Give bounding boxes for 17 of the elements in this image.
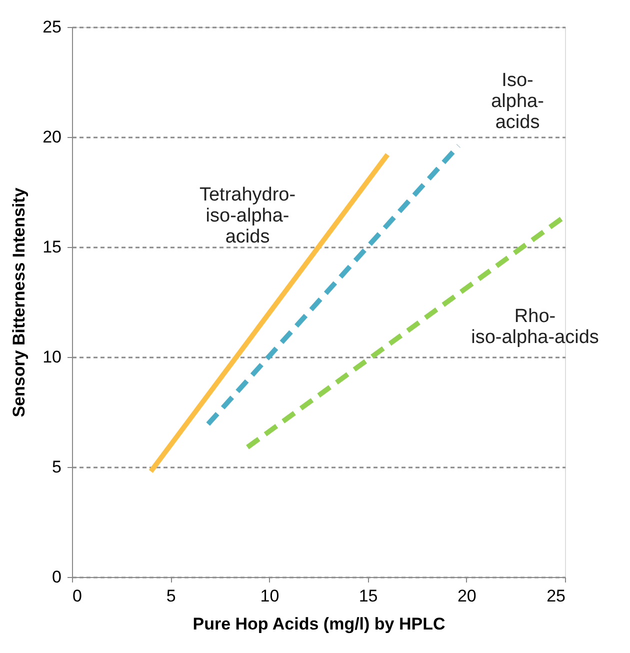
y-tick-label: 10 — [42, 348, 62, 366]
series-label: Tetrahydro- iso-alpha- acids — [199, 184, 296, 248]
y-tick-label: 25 — [42, 18, 62, 36]
x-tick-label: 25 — [546, 586, 566, 606]
x-tick-label: 15 — [358, 586, 378, 606]
x-tick-label: 20 — [457, 586, 476, 606]
series-label: Iso- alpha- acids — [491, 70, 544, 133]
y-tick-label: 15 — [42, 238, 62, 256]
y-tick-label: 5 — [52, 458, 62, 476]
x-tick-label: 0 — [72, 586, 82, 606]
y-axis-title: Sensory Bitterness Intensity — [10, 187, 29, 418]
x-tick-label: 5 — [166, 586, 176, 606]
x-tick-label: 10 — [260, 586, 280, 606]
x-axis-title: Pure Hop Acids (mg/l) by HPLC — [192, 614, 446, 634]
y-tick-label: 20 — [42, 128, 62, 146]
series-label: Rho- iso-alpha-acids — [471, 306, 599, 348]
y-tick-label: 0 — [52, 568, 62, 586]
